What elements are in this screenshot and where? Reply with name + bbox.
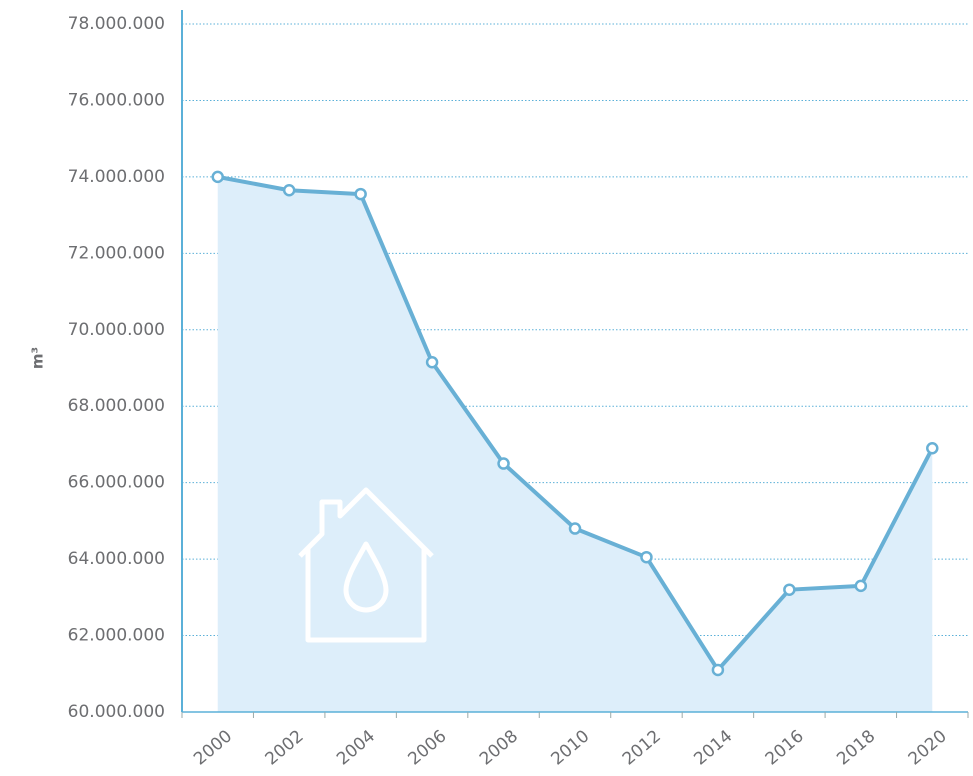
- point: [854, 579, 868, 593]
- point: [425, 356, 439, 369]
- point: [568, 522, 582, 535]
- y-tick-label: 70.000.000: [68, 320, 165, 340]
- point: [926, 442, 939, 455]
- x-tick-label: 2014: [690, 726, 736, 769]
- x-tick-label: 2004: [333, 726, 379, 769]
- y-tick-label: 74.000.000: [68, 167, 165, 187]
- point: [211, 170, 224, 184]
- plot-background: [182, 23, 968, 712]
- x-tick-label: 2012: [619, 726, 665, 769]
- x-tick-label: 2016: [762, 726, 808, 769]
- x-tick-label: 2008: [476, 726, 522, 769]
- x-tick-label: 2010: [547, 726, 593, 769]
- drop-outline: [343, 541, 389, 613]
- point: [711, 663, 725, 677]
- area: [217, 176, 933, 712]
- y-tick-label: 62.000.000: [68, 626, 165, 646]
- y-tick-label: 78.000.000: [68, 14, 165, 34]
- point: [497, 457, 510, 470]
- point: [354, 187, 367, 201]
- y-axis-label: m³: [29, 347, 47, 369]
- x-tick-label: 2006: [405, 726, 451, 769]
- point: [783, 583, 796, 596]
- y-tick-label: 60.000.000: [68, 702, 165, 722]
- y-tick-label: 68.000.000: [68, 396, 165, 416]
- y-tick-label: 66.000.000: [68, 473, 165, 493]
- point: [640, 550, 653, 564]
- x-tick-label: 2000: [190, 726, 236, 769]
- point: [282, 184, 296, 197]
- y-tick-label: 76.000.000: [68, 90, 165, 110]
- house-icon: [298, 487, 434, 643]
- x-tick-label: 2002: [262, 726, 308, 769]
- x-tick-label: 2020: [905, 726, 951, 769]
- house-outline: [298, 487, 434, 643]
- y-tick-label: 72.000.000: [68, 243, 165, 263]
- x-tick-label: 2018: [833, 726, 879, 769]
- y-tick-label: 64.000.000: [68, 549, 165, 569]
